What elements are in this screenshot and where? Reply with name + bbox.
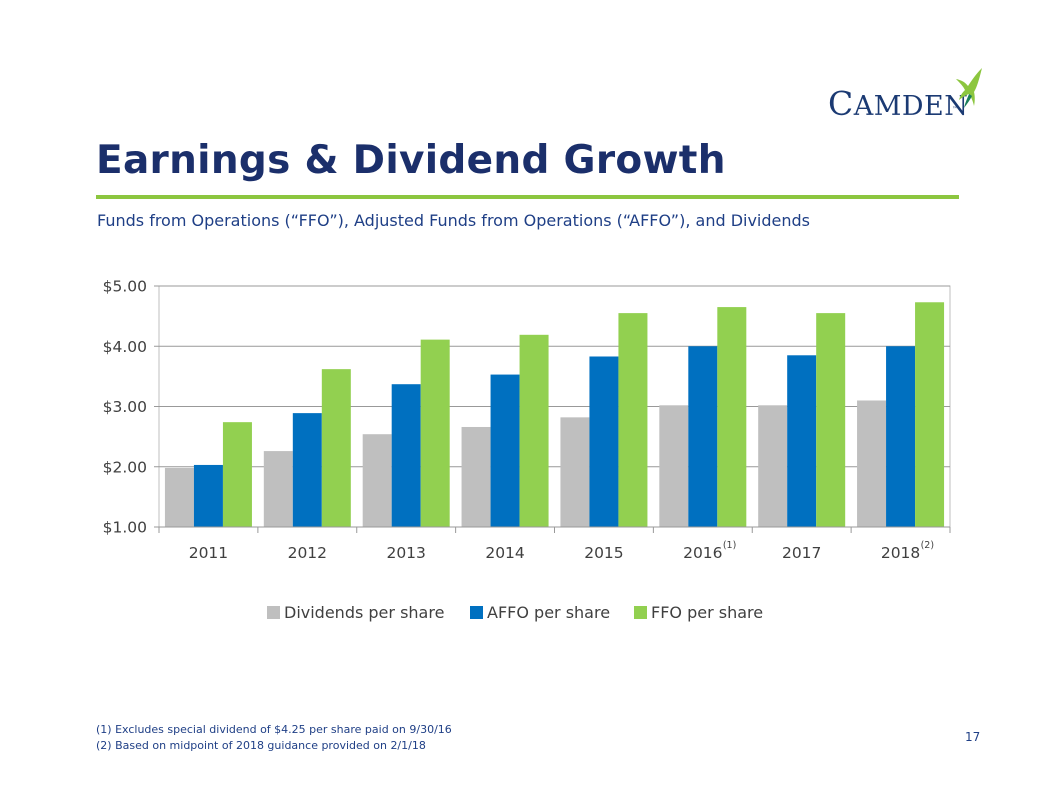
bar-affo-per-share2013 <box>391 384 421 527</box>
chart-bars <box>164 302 945 527</box>
hummingbird-icon <box>956 68 982 108</box>
logo-wordmark: CAMDEN <box>828 84 969 123</box>
camden-logo: CAMDEN ™ <box>828 66 988 123</box>
x-tick-label: 2015 <box>584 544 623 562</box>
x-tick-label: 2011 <box>189 544 228 562</box>
legend-label: Dividends per share <box>284 603 444 622</box>
legend-label: AFFO per share <box>487 603 610 622</box>
bar-ffo-per-share2016 <box>717 307 747 527</box>
bar-dividends-per-share2017 <box>758 405 788 527</box>
bar-ffo-per-share2015 <box>618 313 648 527</box>
bar-ffo-per-share2012 <box>321 369 351 527</box>
x-tick-label: 2018 <box>881 544 920 562</box>
y-tick-label: $2.00 <box>103 458 147 476</box>
bar-dividends-per-share2014 <box>461 426 491 527</box>
chart-subtitle: Funds from Operations (“FFO”), Adjusted … <box>97 211 811 230</box>
bar-ffo-per-share2011 <box>222 422 252 527</box>
legend-swatch <box>267 606 280 619</box>
footnote-2: (2) Based on midpoint of 2018 guidance p… <box>96 739 426 752</box>
bar-affo-per-share2012 <box>292 413 322 527</box>
legend-label: FFO per share <box>651 603 763 622</box>
bar-ffo-per-share2018 <box>915 302 945 527</box>
chart-legend: Dividends per share AFFO per share FFO per… <box>267 603 763 622</box>
bar-dividends-per-share2015 <box>560 417 590 527</box>
legend-swatch <box>634 606 647 619</box>
y-tick-label: $3.00 <box>103 398 147 416</box>
chart-axes: $1.00 $2.00 $3.00 $4.00 $5.00 2011 2012 2013 201… <box>103 278 951 562</box>
x-tick-label: 2013 <box>386 544 425 562</box>
bar-dividends-per-share2016 <box>659 405 689 527</box>
x-tick-footnote-marker: (2) <box>921 540 934 551</box>
logo-trademark: ™ <box>952 106 958 113</box>
page-title: Earnings & Dividend Growth <box>96 138 726 183</box>
bar-affo-per-share2014 <box>490 374 520 527</box>
bar-ffo-per-share2014 <box>519 334 549 527</box>
bar-affo-per-share2011 <box>193 464 223 527</box>
footnotes: (1) Excludes special dividend of $4.25 p… <box>96 722 452 754</box>
bar-dividends-per-share2011 <box>164 467 194 527</box>
y-tick-label: $1.00 <box>103 519 147 537</box>
y-tick-label: $5.00 <box>103 278 147 296</box>
page-number: 17 <box>965 730 981 744</box>
bar-ffo-per-share2013 <box>420 339 450 527</box>
bar-affo-per-share2017 <box>787 355 817 527</box>
footnote-1: (1) Excludes special dividend of $4.25 p… <box>96 723 452 736</box>
x-tick-label: 2014 <box>485 544 524 562</box>
y-tick-label: $4.00 <box>103 338 147 356</box>
x-tick-footnote-marker: (1) <box>723 540 736 551</box>
x-tick-label: 2012 <box>288 544 327 562</box>
bar-affo-per-share2016 <box>688 346 718 527</box>
bar-dividends-per-share2012 <box>263 451 293 527</box>
bar-affo-per-share2018 <box>886 346 916 527</box>
bar-dividends-per-share2018 <box>857 400 887 527</box>
bar-affo-per-share2015 <box>589 356 619 527</box>
bar-ffo-per-share2017 <box>816 313 846 527</box>
bar-dividends-per-share2013 <box>362 434 392 527</box>
legend-swatch <box>470 606 483 619</box>
x-tick-label: 2016 <box>683 544 722 562</box>
x-tick-label: 2017 <box>782 544 821 562</box>
title-divider <box>96 195 959 199</box>
